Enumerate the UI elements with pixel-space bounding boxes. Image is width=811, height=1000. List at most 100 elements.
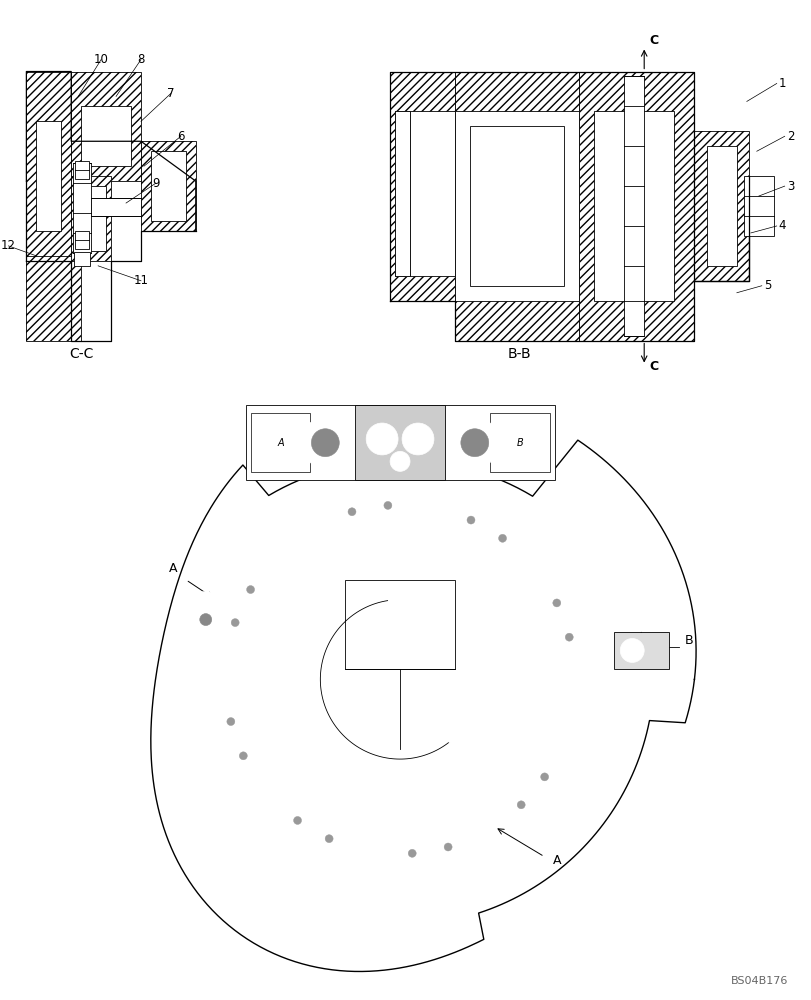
- Text: 12: 12: [1, 239, 16, 252]
- Bar: [624, 76, 643, 336]
- Circle shape: [336, 511, 354, 529]
- Circle shape: [190, 604, 221, 636]
- Circle shape: [239, 752, 247, 760]
- Text: C: C: [648, 360, 658, 373]
- Circle shape: [535, 765, 553, 783]
- Circle shape: [525, 601, 533, 609]
- Circle shape: [473, 848, 505, 880]
- Bar: [71, 176, 111, 261]
- Bar: [75, 231, 89, 249]
- Circle shape: [242, 566, 249, 574]
- Bar: [36, 121, 61, 231]
- Circle shape: [231, 619, 239, 627]
- Bar: [614, 632, 668, 669]
- Circle shape: [370, 487, 406, 523]
- Text: 7: 7: [167, 87, 174, 100]
- Circle shape: [294, 816, 301, 824]
- Bar: [26, 256, 81, 341]
- Bar: [71, 176, 111, 261]
- Circle shape: [466, 516, 474, 524]
- Circle shape: [311, 823, 319, 831]
- Bar: [579, 72, 693, 341]
- Circle shape: [408, 849, 416, 857]
- Circle shape: [333, 494, 370, 530]
- Circle shape: [382, 876, 418, 912]
- Circle shape: [366, 423, 397, 455]
- Circle shape: [306, 818, 324, 836]
- Circle shape: [401, 843, 422, 863]
- Text: 1: 1: [778, 77, 785, 90]
- Bar: [579, 72, 693, 341]
- Circle shape: [401, 423, 433, 455]
- Circle shape: [445, 511, 463, 529]
- Bar: [26, 72, 71, 261]
- Circle shape: [311, 821, 346, 857]
- Circle shape: [484, 520, 520, 556]
- Circle shape: [217, 605, 253, 641]
- Bar: [74, 252, 90, 266]
- Text: B: B: [684, 634, 693, 647]
- Circle shape: [539, 585, 574, 621]
- Circle shape: [363, 885, 380, 903]
- Circle shape: [492, 528, 512, 548]
- Circle shape: [300, 418, 350, 468]
- Circle shape: [266, 601, 274, 609]
- Bar: [706, 146, 736, 266]
- Text: 2: 2: [786, 130, 793, 143]
- Text: 5: 5: [763, 279, 770, 292]
- Bar: [71, 72, 141, 181]
- Text: C: C: [648, 34, 658, 47]
- Bar: [81, 186, 106, 251]
- Bar: [73, 163, 91, 253]
- Bar: [395, 111, 410, 276]
- Bar: [389, 72, 454, 301]
- Circle shape: [391, 885, 409, 903]
- Circle shape: [157, 436, 204, 484]
- Bar: [743, 176, 773, 236]
- Circle shape: [453, 502, 488, 538]
- Bar: [454, 111, 579, 301]
- Circle shape: [546, 593, 566, 613]
- Circle shape: [534, 767, 554, 787]
- Bar: [454, 72, 579, 341]
- Circle shape: [517, 801, 525, 809]
- Circle shape: [394, 835, 430, 871]
- Circle shape: [341, 502, 362, 522]
- Circle shape: [498, 534, 506, 542]
- Circle shape: [294, 848, 326, 880]
- Circle shape: [449, 418, 499, 468]
- Circle shape: [480, 823, 488, 831]
- Circle shape: [418, 885, 436, 903]
- Circle shape: [226, 718, 234, 726]
- Polygon shape: [151, 440, 695, 971]
- Circle shape: [430, 829, 466, 865]
- Circle shape: [251, 770, 260, 778]
- Circle shape: [475, 818, 493, 836]
- Circle shape: [684, 735, 732, 783]
- Circle shape: [444, 843, 452, 851]
- Circle shape: [552, 599, 560, 607]
- Bar: [395, 111, 410, 276]
- Bar: [454, 72, 579, 341]
- Circle shape: [282, 836, 338, 892]
- Bar: [693, 131, 748, 281]
- Circle shape: [503, 787, 539, 823]
- Circle shape: [620, 639, 643, 662]
- Circle shape: [233, 572, 268, 607]
- Bar: [489, 413, 549, 472]
- Circle shape: [225, 613, 245, 633]
- Bar: [470, 126, 564, 286]
- Circle shape: [444, 724, 464, 744]
- Circle shape: [389, 451, 410, 471]
- Text: 3: 3: [786, 180, 793, 193]
- Circle shape: [341, 516, 349, 524]
- Circle shape: [236, 561, 255, 579]
- Text: A: A: [277, 438, 284, 448]
- Circle shape: [384, 501, 392, 509]
- Circle shape: [240, 580, 260, 600]
- Circle shape: [540, 773, 548, 781]
- Circle shape: [247, 586, 255, 594]
- Bar: [408, 111, 454, 276]
- Circle shape: [324, 835, 333, 843]
- Text: A: A: [552, 854, 561, 867]
